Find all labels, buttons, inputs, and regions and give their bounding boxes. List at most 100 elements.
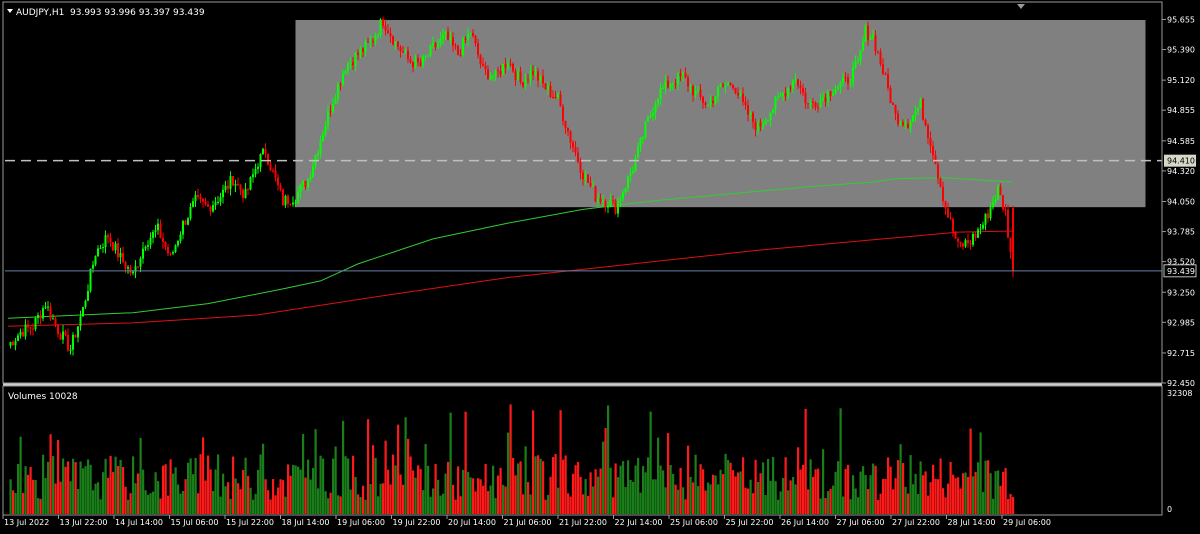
volume-bar	[189, 458, 192, 514]
candle-body	[444, 31, 447, 36]
volume-bar	[27, 474, 30, 514]
candle-body	[737, 92, 739, 96]
candle-body	[52, 318, 54, 320]
price-tick-label: 93.785	[1167, 228, 1195, 237]
candle-body	[322, 134, 324, 142]
volume-bar	[242, 470, 245, 514]
volume-bar	[787, 490, 790, 514]
candle-body	[977, 229, 979, 238]
current-price-tag	[1163, 264, 1197, 278]
volume-bar	[844, 468, 847, 514]
volume-bar	[57, 439, 60, 514]
volume-bar	[367, 419, 370, 514]
volume-bar	[797, 447, 800, 514]
candle-body	[774, 97, 777, 110]
candle-body	[289, 203, 292, 205]
volume-bar	[717, 484, 720, 514]
volume-bar	[169, 459, 172, 514]
candle-body	[924, 119, 927, 126]
candle-body	[254, 169, 257, 175]
candle-body	[647, 116, 649, 122]
candle-body	[367, 41, 369, 43]
volume-bar	[814, 469, 817, 514]
volume-bar	[977, 462, 980, 514]
candle-body	[769, 112, 772, 121]
candle-body	[837, 86, 839, 90]
volume-bar	[682, 487, 685, 514]
volume-bar	[777, 499, 780, 514]
volume-bar	[992, 498, 995, 514]
volume-bar	[182, 490, 185, 514]
candle-body	[169, 253, 172, 255]
candle-body	[474, 35, 477, 44]
candle-body	[592, 185, 594, 187]
volume-bar	[532, 410, 535, 514]
candle-body	[749, 112, 752, 115]
volume-bar	[882, 478, 885, 514]
volume-bar	[429, 496, 432, 514]
volume-bar	[494, 498, 497, 514]
volume-bar	[487, 491, 490, 514]
volume-bar	[764, 495, 767, 514]
volume-bar	[197, 493, 200, 514]
volume-bar	[402, 484, 405, 514]
candle-body	[839, 82, 842, 87]
volume-bar	[752, 493, 755, 514]
volume-bar	[304, 477, 307, 514]
volume-bar	[887, 457, 890, 514]
volume-bar	[869, 475, 872, 514]
volume-bar	[747, 488, 750, 514]
symbol-menu-triangle-icon[interactable]	[7, 9, 13, 13]
candle-body	[347, 63, 349, 71]
candle-body	[297, 191, 299, 203]
volume-bar	[437, 479, 440, 514]
candle-body	[494, 70, 497, 77]
volume-bar	[279, 479, 282, 514]
chart-shift-marker-icon[interactable]	[1017, 4, 1025, 9]
candle-body	[237, 184, 239, 186]
volume-bar	[87, 459, 90, 514]
candle-body	[412, 61, 414, 68]
volume-bar	[957, 477, 960, 514]
volume-bar	[432, 488, 435, 514]
candle-body	[734, 88, 737, 93]
volume-bar	[394, 465, 397, 514]
candle-body	[407, 50, 409, 60]
volume-bar	[412, 470, 415, 514]
candle-body	[229, 176, 232, 189]
price-tick-label: 94.050	[1167, 198, 1195, 207]
candle-body	[714, 96, 717, 104]
candle-body	[422, 56, 424, 66]
volume-bar	[1009, 494, 1012, 514]
candle-body	[667, 80, 669, 88]
candle-body	[712, 100, 714, 104]
volume-bar	[917, 493, 920, 514]
candle-body	[209, 206, 212, 212]
candle-body	[679, 73, 682, 77]
volume-bar	[317, 488, 320, 514]
candle-body	[509, 63, 512, 65]
volume-bar	[322, 458, 325, 514]
candle-body	[507, 63, 509, 68]
candle-body	[392, 36, 394, 45]
volume-bar	[739, 471, 742, 514]
candle-body	[597, 198, 599, 202]
volume-bar	[347, 458, 350, 514]
volume-bar	[799, 469, 802, 514]
candle-body	[287, 195, 289, 204]
volume-bar	[819, 498, 822, 514]
volume-bar	[167, 495, 170, 514]
volume-bar	[857, 497, 860, 514]
candle-body	[454, 45, 457, 47]
volume-bar	[119, 459, 122, 514]
candle-body	[994, 199, 997, 203]
volume-bar	[547, 494, 550, 514]
candle-body	[654, 104, 657, 113]
candle-body	[937, 164, 939, 179]
candle-body	[619, 198, 622, 202]
volume-bar	[389, 484, 392, 514]
level-price-tag-label: 94.410	[1167, 157, 1195, 166]
candle-body	[804, 92, 807, 104]
volume-bar	[229, 498, 232, 514]
